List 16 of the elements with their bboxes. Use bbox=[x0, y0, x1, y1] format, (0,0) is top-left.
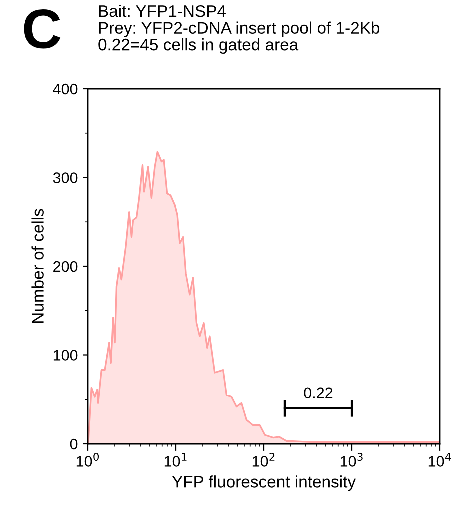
x-tick-label: 10$^{1}$ bbox=[164, 453, 187, 467]
x-axis-title: YFP fluorescent intensity bbox=[172, 476, 356, 492]
chart-subtitle: Prey: YFP2-cDNA insert pool of 1-2Kb 0.22=45 cells in gated area bbox=[98, 22, 380, 54]
y-tick-label: 100 bbox=[54, 350, 78, 361]
text: C bbox=[24, 9, 61, 49]
y-tick-label: 200 bbox=[54, 261, 78, 272]
x-tick-label: 10$^{0}$ bbox=[76, 452, 100, 467]
x-tick-label: 10$^{3}$ bbox=[340, 452, 363, 467]
y-tick-label: 0 bbox=[70, 438, 78, 450]
annotation: 0.22 bbox=[304, 388, 333, 399]
x-tick-label: 10$^{4}$ bbox=[428, 453, 452, 467]
y-tick-label: 400 bbox=[53, 84, 78, 95]
y-tick-label: 300 bbox=[53, 172, 78, 184]
x-tick-label: 10$^{2}$ bbox=[252, 452, 275, 467]
chart-title: Bait: YFP1-NSP4 bbox=[99, 5, 226, 18]
y-axis-title: Number of cells bbox=[32, 209, 44, 324]
